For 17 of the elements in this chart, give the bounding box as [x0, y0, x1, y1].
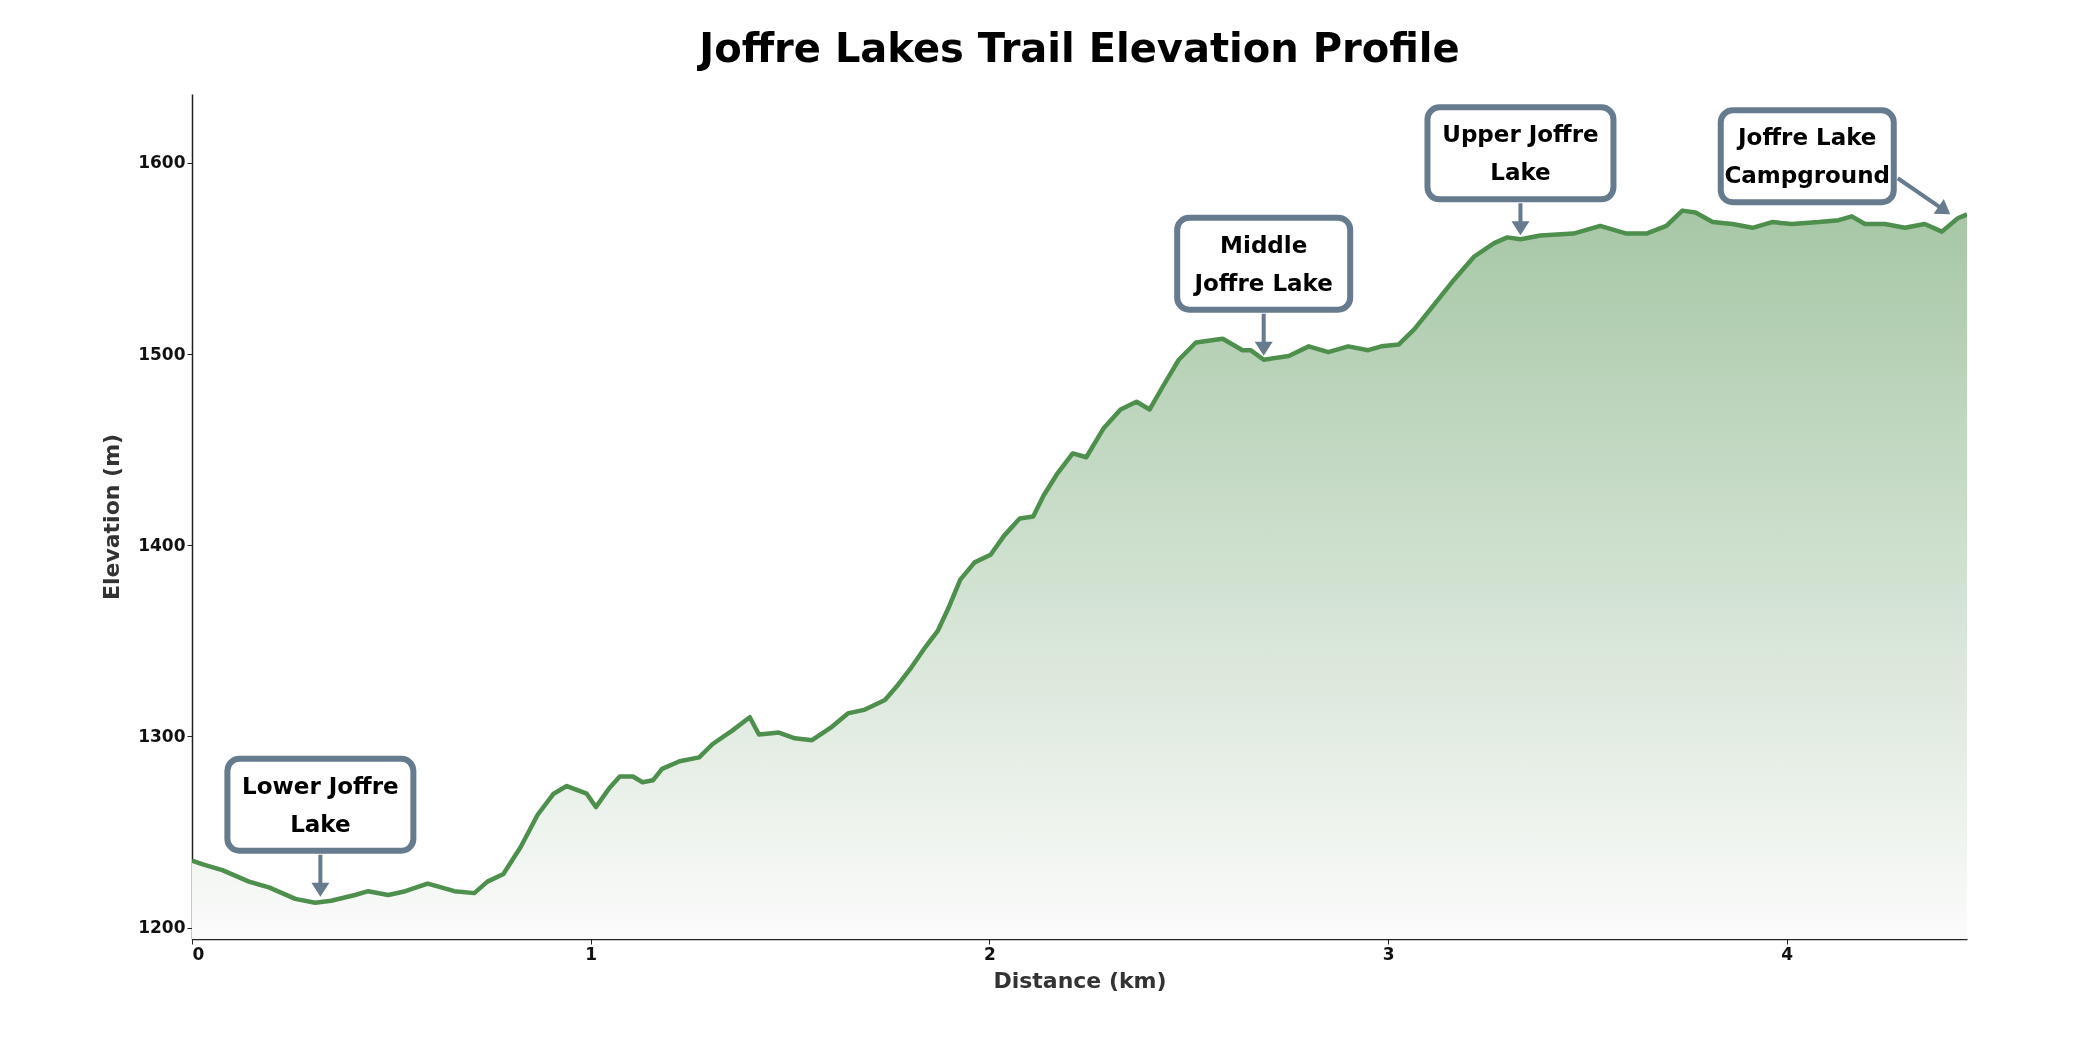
annotation: Upper Joffre Lake — [1442, 121, 1599, 186]
y-tick-label: 1500 — [138, 343, 186, 364]
annotation: Lower Joffre Lake — [242, 772, 399, 837]
x-tick-label: 1 — [585, 943, 598, 964]
chart-title: Joffre Lakes Trail Elevation Profile — [696, 25, 1460, 71]
annotation: Joffre Lake Campground — [1724, 124, 1891, 189]
x-axis-title: Distance (km) — [993, 967, 1167, 993]
x-tick-label: 2 — [983, 943, 996, 964]
y-tick-label: 1400 — [138, 534, 186, 555]
y-axis-title: Elevation (m) — [99, 433, 125, 601]
x-tick-label: 4 — [1781, 943, 1794, 964]
y-tick-label: 1200 — [138, 917, 186, 938]
x-tick-label: 3 — [1382, 943, 1395, 964]
y-tick-label: 1600 — [138, 152, 186, 173]
annotation: Middle Joffre Lake — [1192, 231, 1333, 296]
y-tick-label: 1300 — [138, 725, 186, 746]
x-tick-label: 0 — [192, 943, 205, 964]
